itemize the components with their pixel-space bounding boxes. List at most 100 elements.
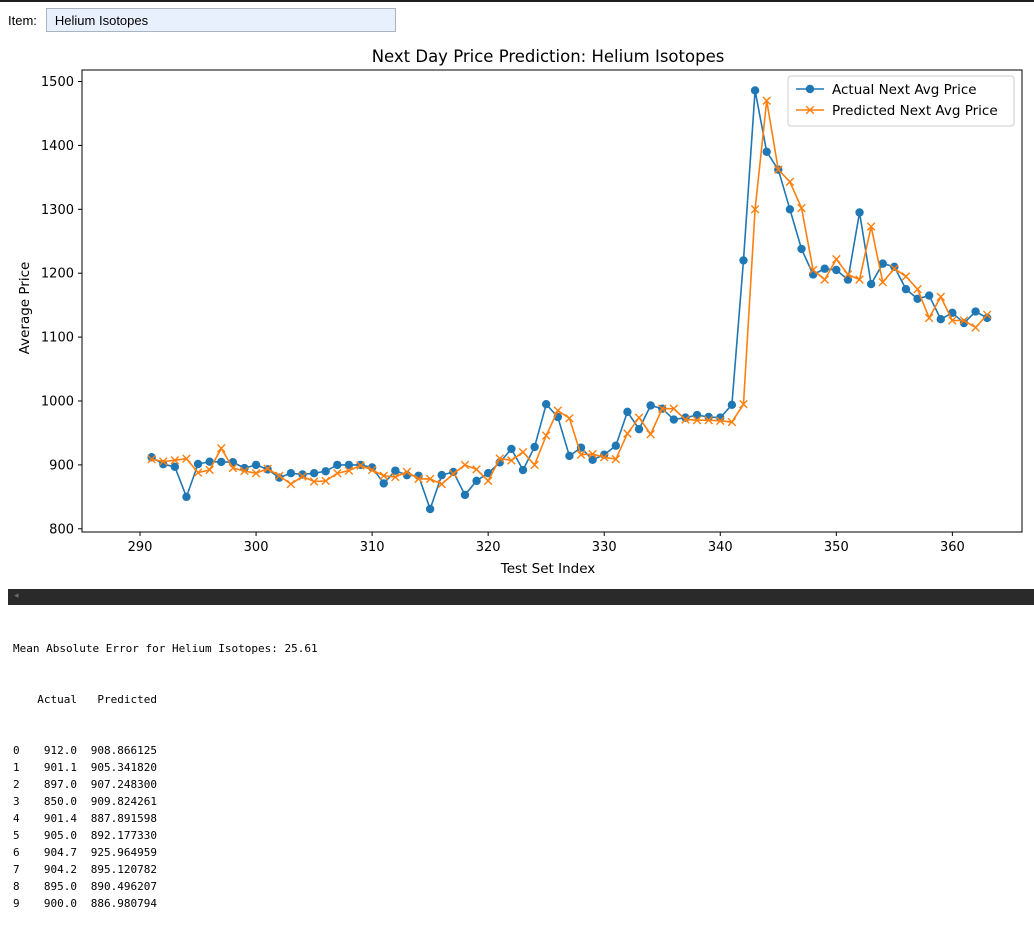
data-point: [286, 479, 296, 489]
table-header: Actual Predicted: [13, 691, 1023, 708]
data-point: [530, 442, 539, 452]
data-point: [611, 441, 621, 450]
data-point: [425, 474, 435, 484]
table-row: 4 901.4 887.891598: [13, 810, 1023, 827]
output-divider-scrollbar[interactable]: ◂: [8, 589, 1034, 605]
row-predicted: 886.980794: [90, 897, 157, 910]
x-tick-label: 300: [244, 540, 269, 555]
series-predicted: [147, 96, 992, 489]
data-point: [379, 471, 389, 481]
row-actual: 897.0: [43, 778, 77, 791]
data-point: [321, 467, 330, 476]
y-tick-label: 1300: [41, 203, 74, 218]
data-point: [739, 399, 748, 409]
row-index: 8: [13, 880, 20, 893]
data-point: [727, 417, 737, 427]
data-point: [274, 471, 284, 481]
data-point: [797, 203, 806, 213]
data-point: [948, 316, 957, 325]
data-point: [565, 413, 574, 423]
table-row: 3 850.0 909.824261: [13, 793, 1023, 810]
x-tick-label: 330: [592, 540, 617, 555]
data-point: [704, 415, 713, 425]
data-point: [367, 465, 377, 475]
data-point: [901, 272, 911, 281]
data-point: [878, 277, 888, 287]
data-point: [275, 473, 284, 482]
data-point: [588, 449, 597, 459]
data-point: [924, 291, 934, 300]
x-axis-ticks: 290 300 310 320 330 340 350 360: [128, 532, 965, 555]
row-actual: 900.0: [43, 897, 77, 910]
data-point: [808, 265, 818, 275]
item-input[interactable]: [45, 8, 396, 32]
data-point: [576, 450, 586, 459]
data-point: [309, 469, 319, 478]
data-point: [263, 464, 272, 474]
row-index: 1: [13, 761, 20, 774]
data-point: [704, 412, 713, 422]
data-point: [785, 205, 795, 214]
row-predicted: 908.866125: [90, 744, 157, 757]
x-tick-label: 350: [824, 540, 849, 555]
data-point: [750, 86, 760, 95]
data-point: [170, 455, 180, 465]
table-row: 6 904.7 925.964959: [13, 844, 1023, 861]
data-point: [634, 413, 644, 422]
data-point: [634, 424, 644, 434]
data-point: [669, 415, 679, 424]
window-top-border: [0, 0, 1034, 2]
row-index: 4: [13, 812, 20, 825]
data-point: [449, 467, 458, 477]
data-point: [333, 468, 342, 478]
row-predicted: 909.824261: [90, 795, 157, 808]
table-row: 9 900.0 886.980794: [13, 895, 1023, 912]
x-tick-label: 290: [128, 540, 153, 555]
row-predicted: 892.177330: [90, 829, 157, 842]
data-point: [193, 459, 203, 469]
series-line: [151, 90, 988, 512]
data-point: [611, 454, 621, 464]
row-actual: 904.2: [43, 863, 77, 876]
data-point: [971, 307, 980, 316]
y-tick-label: 1400: [41, 139, 74, 154]
row-index: 2: [13, 778, 20, 791]
data-point: [716, 413, 725, 422]
row-actual: 904.7: [43, 846, 77, 859]
data-point: [774, 165, 783, 174]
data-point: [936, 315, 945, 324]
data-point: [333, 460, 342, 470]
data-point: [739, 256, 748, 265]
table-header-predicted: Predicted: [97, 693, 157, 706]
data-point: [530, 460, 539, 470]
data-point: [309, 477, 319, 486]
data-point: [901, 284, 911, 294]
data-point: [205, 465, 214, 475]
data-point: [669, 404, 679, 413]
data-point: [298, 472, 307, 481]
series-layer: [147, 86, 992, 514]
data-point: [205, 457, 214, 466]
scroll-left-icon[interactable]: ◂: [14, 591, 19, 601]
data-point: [762, 147, 771, 156]
table-row: 1 901.1 905.341820: [13, 759, 1023, 776]
data-point: [750, 205, 760, 214]
row-index: 5: [13, 829, 20, 842]
data-point: [762, 96, 771, 105]
table-header-index: [13, 691, 37, 708]
row-actual: 895.0: [43, 880, 77, 893]
data-point: [379, 479, 388, 488]
table-row: 5 905.0 892.177330: [13, 827, 1023, 844]
row-actual: 905.0: [43, 829, 77, 842]
data-point: [959, 316, 969, 325]
data-point: [182, 492, 191, 502]
y-tick-label: 800: [49, 522, 74, 537]
data-point: [425, 504, 435, 514]
data-point: [681, 415, 690, 424]
legend-label: Actual Next Avg Price: [832, 82, 977, 98]
legend-box: [787, 75, 1015, 127]
x-tick-label: 310: [360, 540, 385, 555]
data-point: [344, 460, 354, 470]
table-body: 0 912.0 908.866125 1 901.1 905.341820 2 897.0 90…: [13, 742, 1023, 912]
item-selector: Item:: [8, 6, 396, 34]
